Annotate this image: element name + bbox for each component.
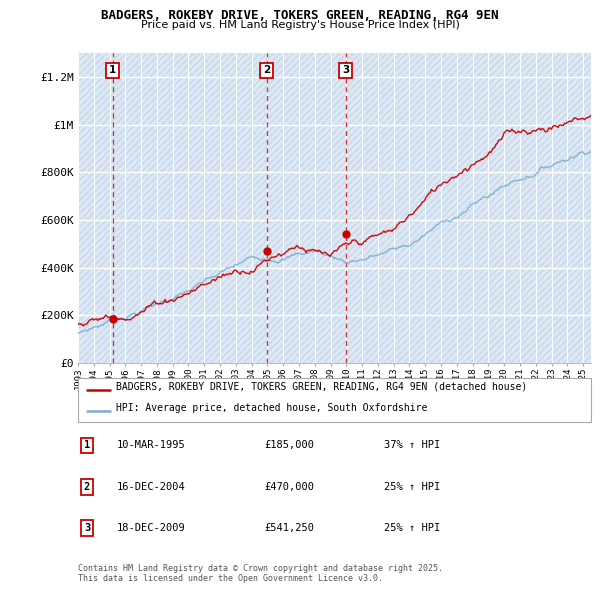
Text: 25% ↑ HPI: 25% ↑ HPI (384, 523, 440, 533)
Text: 1: 1 (109, 65, 116, 76)
Text: 3: 3 (84, 523, 90, 533)
Text: BADGERS, ROKEBY DRIVE, TOKERS GREEN, READING, RG4 9EN: BADGERS, ROKEBY DRIVE, TOKERS GREEN, REA… (101, 9, 499, 22)
Text: 2: 2 (263, 65, 271, 76)
Text: 25% ↑ HPI: 25% ↑ HPI (384, 482, 440, 491)
Text: HPI: Average price, detached house, South Oxfordshire: HPI: Average price, detached house, Sout… (116, 403, 428, 413)
Text: £185,000: £185,000 (264, 441, 314, 450)
Text: £470,000: £470,000 (264, 482, 314, 491)
Text: Price paid vs. HM Land Registry's House Price Index (HPI): Price paid vs. HM Land Registry's House … (140, 20, 460, 30)
Text: 10-MAR-1995: 10-MAR-1995 (117, 441, 186, 450)
Text: £541,250: £541,250 (264, 523, 314, 533)
Text: 37% ↑ HPI: 37% ↑ HPI (384, 441, 440, 450)
Text: 2: 2 (84, 482, 90, 491)
FancyBboxPatch shape (78, 378, 591, 422)
Text: 1: 1 (84, 441, 90, 450)
Text: BADGERS, ROKEBY DRIVE, TOKERS GREEN, READING, RG4 9EN (detached house): BADGERS, ROKEBY DRIVE, TOKERS GREEN, REA… (116, 382, 528, 392)
Text: 3: 3 (342, 65, 349, 76)
Text: 16-DEC-2004: 16-DEC-2004 (117, 482, 186, 491)
Text: Contains HM Land Registry data © Crown copyright and database right 2025.
This d: Contains HM Land Registry data © Crown c… (78, 563, 443, 583)
Text: 18-DEC-2009: 18-DEC-2009 (117, 523, 186, 533)
